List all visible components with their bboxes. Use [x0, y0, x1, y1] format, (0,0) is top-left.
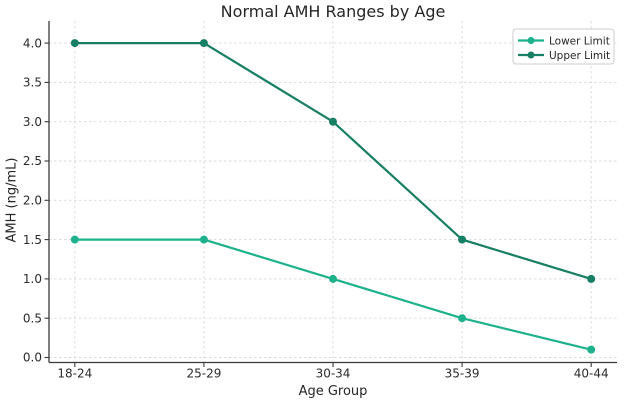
y-tick-label: 2.0: [23, 194, 42, 208]
data-point-lower-limit: [458, 314, 467, 323]
legend-marker-dot-lower-limit: [527, 37, 535, 44]
data-point-upper-limit: [329, 117, 337, 126]
y-tick-label: 4.0: [23, 36, 42, 50]
y-tick-label: 0.5: [23, 311, 42, 325]
x-tick-label: 25-29: [186, 367, 221, 381]
legend-label-upper-limit: Upper Limit: [549, 50, 610, 62]
data-point-upper-limit: [458, 235, 467, 244]
x-tick-label: 30-34: [316, 367, 351, 381]
data-point-lower-limit: [70, 235, 79, 244]
y-axis-label: AMH (ng/mL): [4, 157, 20, 243]
y-tick-label: 3.0: [23, 115, 42, 129]
data-point-lower-limit: [587, 345, 596, 354]
legend-label-lower-limit: Lower Limit: [549, 35, 610, 47]
y-tick-label: 1.5: [23, 233, 42, 247]
x-axis-label: Age Group: [298, 384, 368, 399]
x-tick-label: 40-44: [574, 367, 609, 381]
y-tick-label: 2.5: [23, 154, 42, 168]
data-point-upper-limit: [199, 39, 208, 48]
data-point-lower-limit: [329, 274, 337, 283]
y-tick-label: 1.0: [23, 272, 42, 286]
chart-title: Normal AMH Ranges by Age: [220, 2, 446, 21]
x-tick-label: 35-39: [445, 367, 480, 381]
x-tick-label: 18-24: [57, 367, 92, 381]
data-point-upper-limit: [70, 39, 79, 48]
legend-marker-dot-upper-limit: [527, 51, 535, 59]
data-point-lower-limit: [199, 235, 208, 244]
data-point-upper-limit: [587, 274, 596, 283]
y-tick-label: 0.0: [23, 351, 42, 365]
y-tick-label: 3.5: [23, 76, 42, 90]
